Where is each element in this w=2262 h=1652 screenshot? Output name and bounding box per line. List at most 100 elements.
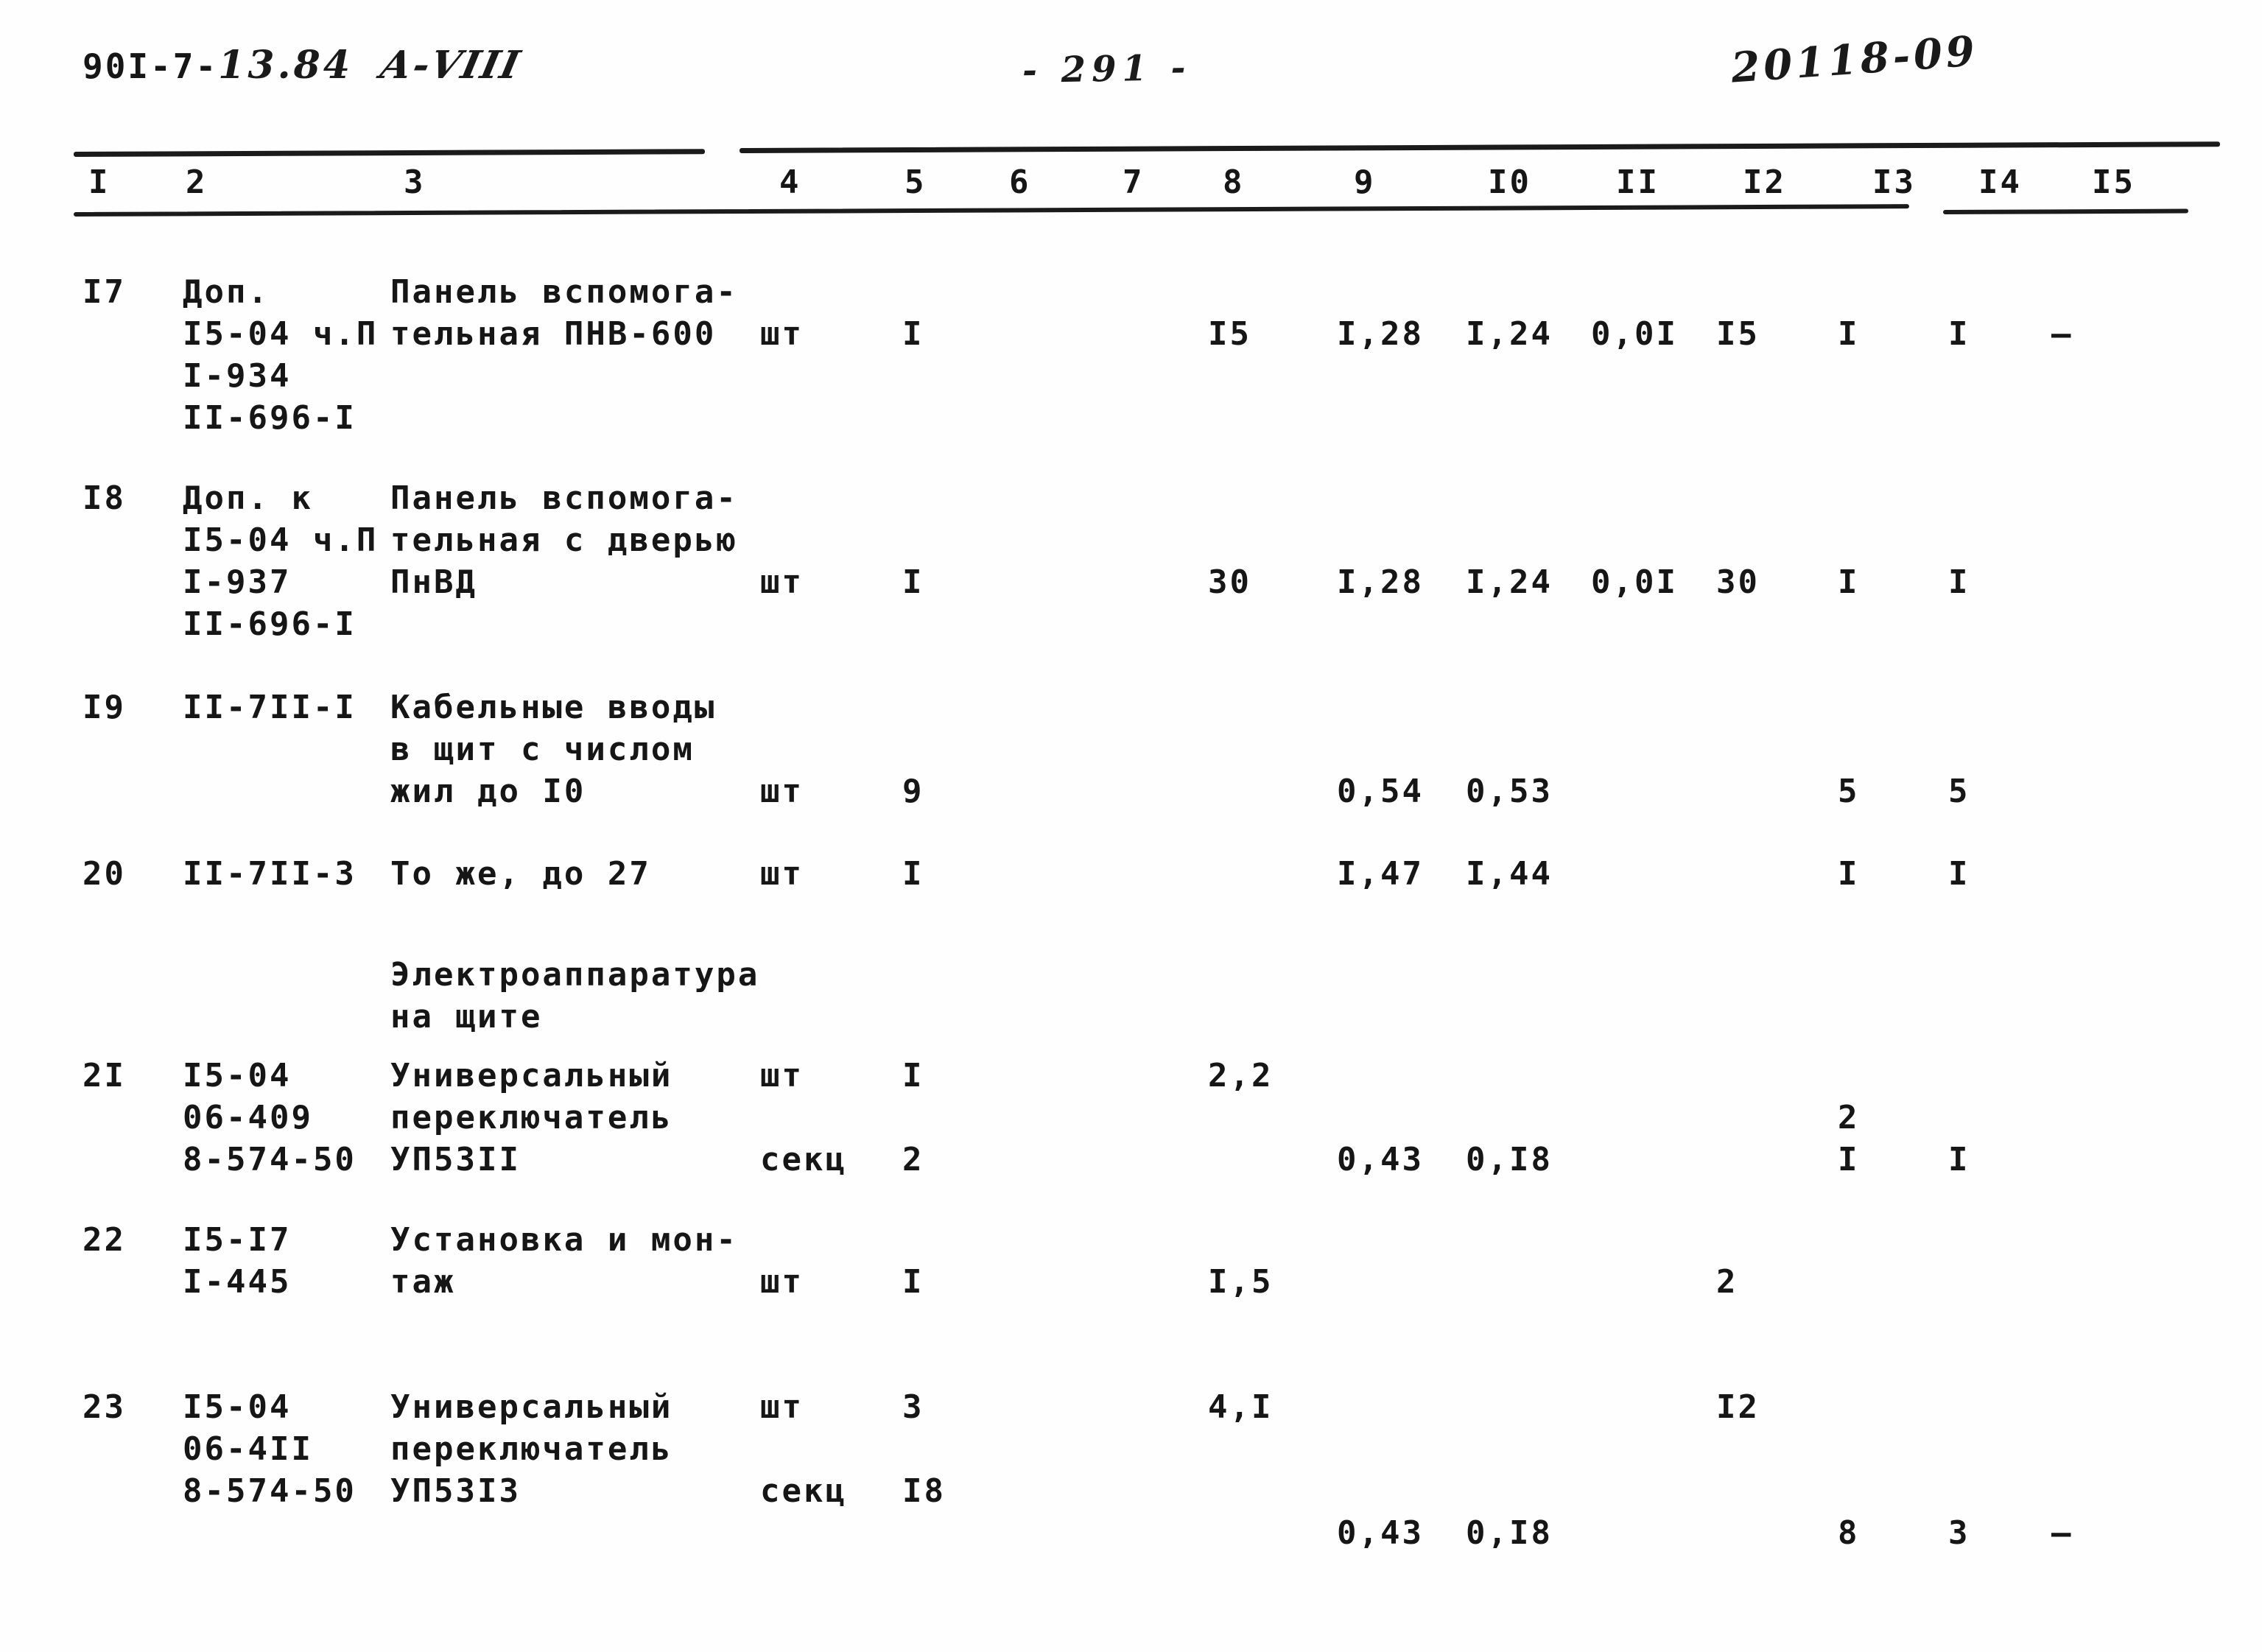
cell-line: I,5 (1208, 1263, 1274, 1301)
cell-line: тельная с дверью (390, 521, 738, 559)
cell-line: I5 (1716, 315, 1760, 353)
cell-line: I (1838, 315, 1860, 353)
cell-line: — (2051, 315, 2073, 353)
cell-line: Доп. (183, 273, 270, 311)
cell-line (1466, 1097, 1553, 1139)
row-23-col10: 0,I8 (1466, 1386, 1553, 1554)
row-19-col5: 9 (902, 686, 924, 812)
cell-line (1838, 271, 1860, 313)
row-17-col10: I,24 (1466, 271, 1553, 355)
document-number-handwritten: 13.84 (218, 43, 354, 88)
cell-line: 23 (82, 1388, 126, 1426)
cell-line: 4,I (1208, 1388, 1274, 1426)
cell-line: Установка и мон- (390, 1221, 738, 1259)
row-23-col1: 23 (82, 1386, 126, 1428)
cell-line: I,24 (1466, 315, 1553, 353)
cell-line: 2I (82, 1057, 126, 1094)
cell-line: I5-04 (183, 1057, 292, 1094)
cell-line: 06-4II (183, 1430, 313, 1468)
column-header-2: 2 (186, 164, 208, 201)
cell-line: 3 (902, 1388, 924, 1426)
cell-line (902, 728, 924, 770)
cell-line: I (1838, 855, 1860, 893)
cell-line: I8 (82, 479, 126, 517)
section-heading-col3: Электроаппаратура на щите (390, 954, 759, 1038)
cell-line: УП53II (390, 1141, 521, 1178)
page-number: - 291 - (1022, 47, 1192, 91)
cell-line (1208, 1219, 1273, 1261)
cell-line (1466, 271, 1553, 313)
cell-line (760, 686, 804, 728)
cell-line (760, 1219, 804, 1261)
cell-line: 0,53 (1466, 773, 1553, 810)
cell-line: I,28 (1337, 315, 1424, 353)
cell-line: 9 (902, 773, 924, 810)
cell-line: I (1948, 315, 1970, 353)
cell-line: 06-409 (183, 1099, 313, 1136)
cell-line: I5-I7 (183, 1221, 292, 1259)
row-20-col9: I,47 (1337, 853, 1424, 895)
cell-line (1948, 1055, 1970, 1097)
cell-line (1466, 519, 1553, 561)
cell-line: таж (390, 1263, 456, 1301)
cell-line: шт (760, 773, 804, 810)
row-22-col8: I,5 (1208, 1219, 1273, 1303)
cell-line (1716, 519, 1760, 561)
row-21-col1: 2I (82, 1055, 126, 1097)
cell-line: 0,0I (1591, 563, 1678, 601)
row-23-col3: Универсальный переключатель УП53I3 (390, 1386, 672, 1512)
cell-line: I (902, 1263, 924, 1301)
cell-line (760, 1097, 847, 1139)
cell-line: I (1838, 1141, 1860, 1178)
cell-line: I-445 (183, 1263, 292, 1301)
cell-line: 30 (1716, 563, 1760, 601)
cell-line: I8 (902, 1472, 946, 1510)
row-22-col3: Установка и мон-таж (390, 1219, 738, 1303)
row-19-col14: 5 (1948, 686, 1970, 812)
row-18-col9: I,28 (1337, 477, 1424, 603)
row-18-col8: 30 (1208, 477, 1251, 603)
cell-line: 8-574-50 (183, 1472, 356, 1510)
cell-line: 0,54 (1337, 773, 1424, 810)
cell-line: на щите (390, 998, 543, 1036)
cell-line: Панель вспомога- (390, 273, 738, 311)
column-header-5: 5 (905, 164, 927, 201)
row-22-col12: 2 (1716, 1219, 1738, 1303)
row-22-col4: шт (760, 1219, 804, 1303)
cell-line (1337, 728, 1424, 770)
cell-line (902, 1219, 924, 1261)
cell-line (1337, 1386, 1424, 1428)
row-19-col10: 0,53 (1466, 686, 1553, 812)
cell-line: I-937 (183, 563, 292, 601)
cell-line (1838, 686, 1860, 728)
inventory-stamp: 20118-09 (1729, 27, 1980, 93)
row-17-col12: I5 (1716, 271, 1760, 355)
cell-line (760, 519, 804, 561)
row-17-col14: I (1948, 271, 1970, 355)
cell-line (760, 1428, 847, 1470)
cell-line (1948, 271, 1970, 313)
cell-line: 8 (1838, 1514, 1860, 1552)
cell-line (1716, 271, 1760, 313)
row-18-col10: I,24 (1466, 477, 1553, 603)
column-header-11: II (1616, 164, 1659, 201)
cell-line (1466, 477, 1553, 519)
column-header-7: 7 (1123, 164, 1145, 201)
row-19-col13: 5 (1838, 686, 1860, 812)
cell-line: 8-574-50 (183, 1141, 356, 1178)
cell-line (902, 1097, 924, 1139)
cell-line (2051, 271, 2073, 313)
cell-line (1337, 1055, 1424, 1097)
row-21-col9: 0,43 (1337, 1055, 1424, 1181)
header-rule-bottom-left (73, 204, 1909, 217)
row-23-col15: — (2051, 1386, 2073, 1554)
cell-line (1466, 728, 1553, 770)
row-20-col1: 20 (82, 853, 126, 895)
row-17-col4: шт (760, 271, 804, 355)
row-21-col14: I (1948, 1055, 1970, 1181)
cell-line: жил до I0 (390, 773, 586, 810)
cell-line: в щит с числом (390, 731, 695, 768)
cell-line: II-696-I (183, 399, 356, 437)
row-23-col12: I2 (1716, 1386, 1760, 1428)
